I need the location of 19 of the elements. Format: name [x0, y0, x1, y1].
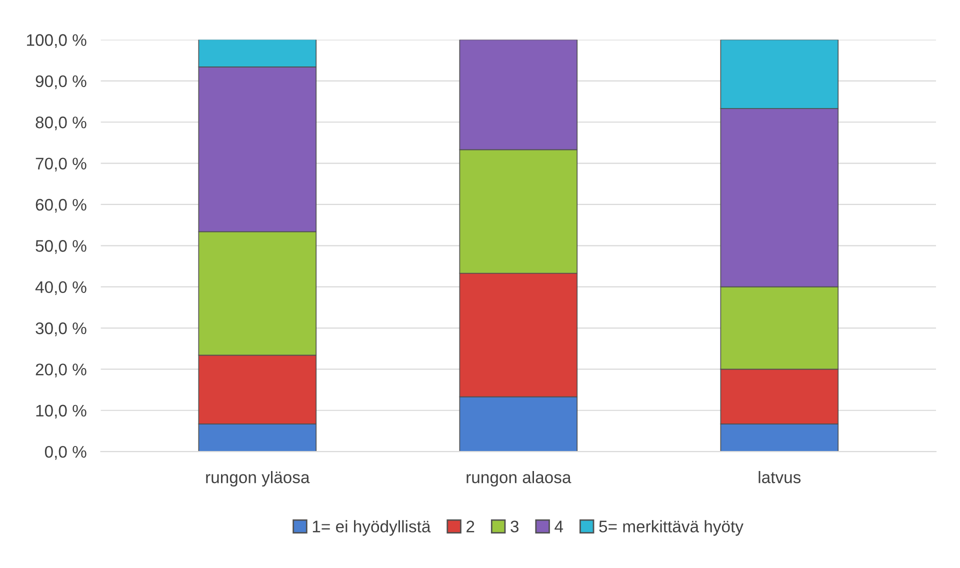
y-tick-label: 60,0 %	[36, 198, 86, 213]
y-tick-label: 80,0 %	[36, 116, 86, 130]
y-tick-label: 100,0 %	[27, 34, 86, 48]
y-tick-label: 10,0 %	[36, 404, 86, 419]
x-tick-label: rungon yläosa	[206, 471, 310, 487]
y-tick-label: 30,0 %	[36, 322, 86, 336]
x-tick-label: rungon alaosa	[466, 471, 572, 487]
legend-label: 1= ei hyödyllistä	[312, 520, 431, 536]
y-tick-label: 40,0 %	[35, 281, 86, 296]
legend-label: 3	[510, 520, 519, 532]
y-tick-label: 20,0 %	[36, 364, 86, 378]
legend-label: 5= merkittävä hyöty	[599, 520, 744, 536]
y-tick-label: 50,0 %	[36, 240, 86, 254]
legend-label: 4	[554, 520, 564, 532]
x-tick-label: latvus	[758, 471, 801, 484]
legend-label: 2	[466, 520, 474, 532]
y-tick-label: 0,0 %	[44, 446, 86, 460]
y-tick-label: 90,0 %	[36, 75, 86, 90]
y-tick-label: 70,0 %	[36, 158, 86, 172]
